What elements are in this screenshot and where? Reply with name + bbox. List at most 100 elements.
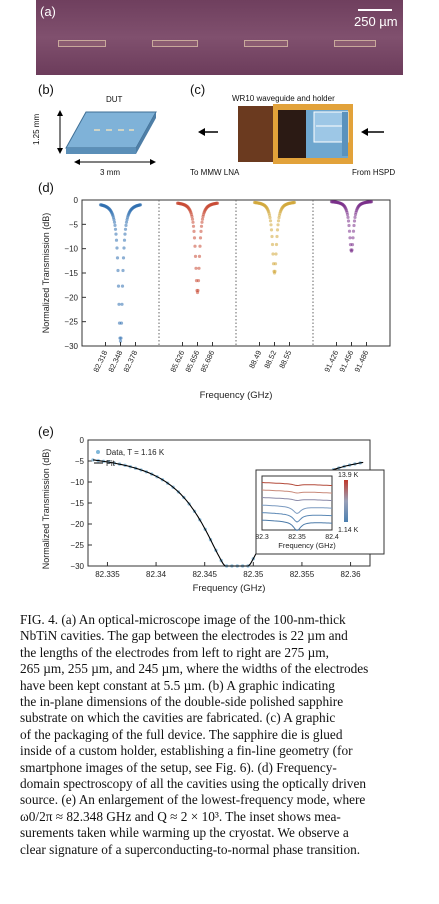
data-point — [119, 321, 124, 325]
data-point — [119, 336, 123, 340]
caption-line: smartphone images of the setup, see Fig.… — [20, 759, 337, 775]
panel-c-label: (c) — [190, 82, 206, 97]
data-point — [114, 232, 118, 236]
data-point — [196, 279, 201, 283]
hspd-label: From HSPD — [352, 168, 396, 177]
dut-graphic — [57, 110, 157, 165]
data-point — [120, 302, 124, 306]
caption-line: domain spectroscopy of all the cavities … — [20, 776, 366, 792]
data-point — [194, 266, 198, 270]
microscope-image: (a) 250 µm — [36, 0, 403, 75]
ytick-label: −15 — [70, 499, 84, 508]
legend-data-label: Data, T = 1.16 K — [106, 448, 165, 457]
data-point — [351, 236, 355, 240]
data-point — [348, 236, 352, 240]
electrode-4 — [334, 40, 376, 47]
figure-caption: FIG. 4. (a) An optical-microscope image … — [20, 612, 422, 858]
data-point — [347, 229, 352, 233]
data-point — [369, 200, 374, 204]
data-point — [270, 234, 274, 239]
ytick-label: −5 — [69, 220, 79, 229]
data-point — [276, 219, 281, 223]
xtick-label: 82.378 — [121, 349, 139, 374]
xtick-label: 82.35 — [243, 570, 264, 579]
ytick-label: 0 — [80, 436, 85, 445]
inset-xtick-label: 82.35 — [288, 534, 306, 541]
data-point — [269, 228, 274, 232]
xtick-label: 88.49 — [247, 349, 263, 370]
data-point — [190, 215, 194, 219]
data-point — [123, 227, 128, 231]
inset-trace — [261, 512, 332, 523]
data-point — [191, 220, 195, 224]
caption-line: 265 µm, 255 µm, and 245 µm, where the wi… — [20, 661, 369, 677]
scale-bar-label: 250 µm — [354, 14, 398, 29]
data-point — [350, 248, 354, 252]
data-point — [121, 268, 125, 273]
y-axis-label: Normalized Transmission (dB) — [41, 449, 51, 570]
xtick-label: 82.36 — [341, 570, 362, 579]
data-point — [345, 212, 350, 217]
data-point — [124, 220, 129, 224]
xtick-label: 88.55 — [277, 349, 293, 370]
data-point — [138, 203, 143, 207]
xtick-label: 82.34 — [146, 570, 167, 579]
data-point — [117, 302, 121, 306]
data-point — [346, 219, 351, 223]
data-point — [113, 223, 117, 227]
caption-line: clear signature of a superconducting-to-… — [20, 841, 361, 857]
inset-xtick-label: 82.3 — [255, 534, 269, 541]
inset-xtick-label: 82.4 — [325, 534, 339, 541]
ytick-label: −30 — [64, 342, 78, 351]
waveguide-title: WR10 waveguide and holder — [232, 94, 335, 103]
xtick-label: 91.486 — [352, 349, 370, 374]
data-point — [192, 236, 197, 240]
inset-trace — [261, 497, 332, 502]
xtick-label: 82.335 — [95, 570, 120, 579]
electrode-2 — [152, 40, 198, 47]
data-point — [198, 244, 202, 248]
data-point — [123, 232, 127, 236]
inset-box — [255, 469, 385, 555]
inset-x-label: Frequency (GHz) — [278, 541, 336, 550]
data-point — [118, 339, 123, 343]
panel-d-label: (d) — [38, 180, 54, 195]
electrode-1 — [58, 40, 106, 47]
data-point — [276, 223, 280, 227]
width-label: 3 mm — [100, 168, 120, 177]
data-point — [121, 256, 126, 260]
data-point — [112, 218, 116, 222]
ytick-label: −30 — [70, 562, 84, 571]
y-axis-label: Normalized Transmission (dB) — [41, 213, 51, 334]
inset-trace — [261, 482, 332, 487]
inset-top-label: 13.9 K — [338, 472, 359, 479]
panel-e-label: (e) — [38, 424, 54, 439]
data-point — [193, 244, 197, 248]
chart-d: 0 −5 −10 −15 −20 −25 −30 Normalized Transmissio… — [41, 196, 391, 401]
ytick-label: 0 — [74, 196, 79, 205]
ytick-label: −5 — [75, 457, 85, 466]
data-point — [350, 243, 355, 247]
data-point — [275, 234, 279, 239]
data-point — [352, 219, 357, 223]
data-point — [193, 254, 198, 258]
inset-trace — [261, 504, 332, 515]
data-point — [199, 224, 204, 228]
ytick-label: −25 — [70, 541, 84, 550]
data-point — [268, 219, 273, 223]
xtick-label: 88.52 — [262, 349, 278, 370]
data-point — [113, 227, 118, 231]
data-point — [192, 229, 196, 233]
dut-title: DUT — [106, 95, 123, 104]
data-point — [351, 229, 356, 233]
ytick-label: −20 — [70, 520, 84, 529]
data-point — [346, 215, 350, 219]
data-point — [292, 200, 297, 205]
data-point — [198, 236, 203, 240]
holder-graphic — [198, 104, 384, 164]
electrode-3 — [244, 40, 288, 47]
data-point — [274, 252, 278, 256]
data-point — [114, 238, 119, 242]
caption-line: of the packaging of the full device. The… — [20, 726, 343, 742]
data-point — [116, 284, 121, 288]
